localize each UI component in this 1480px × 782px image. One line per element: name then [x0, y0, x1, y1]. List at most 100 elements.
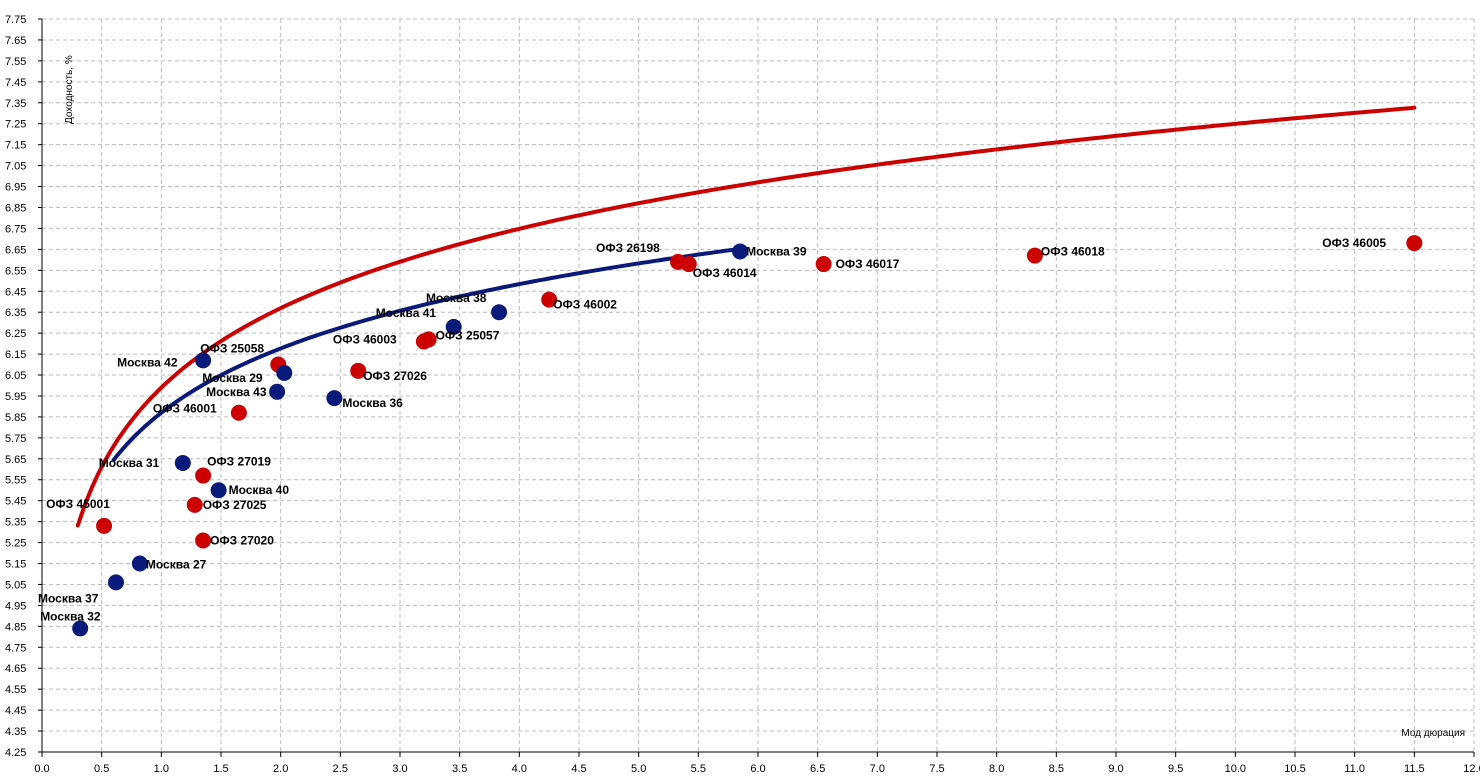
y-tick-label: 4.95	[5, 600, 26, 612]
point-label: ОФЗ 46002	[553, 298, 617, 312]
point-label: ОФЗ 46014	[693, 266, 757, 280]
y-tick-label: 7.75	[5, 14, 26, 26]
y-tick-label: 4.65	[5, 663, 26, 675]
y-tick-label: 6.55	[5, 265, 26, 277]
point-label: Москва 40	[229, 483, 290, 497]
x-tick-label: 2.0	[273, 763, 288, 775]
data-point	[96, 517, 113, 534]
y-tick-label: 6.25	[5, 328, 26, 340]
y-tick-label: 5.45	[5, 496, 26, 508]
y-tick-labels: 4.25 4.35 4.45 4.55 4.65 4.75 4.85 4.95 5.05 5.15…	[5, 14, 26, 759]
y-tick-label: 7.55	[5, 56, 26, 68]
y-tick-label: 6.05	[5, 370, 26, 382]
point-labels: ОФЗ 45001 ОФЗ 27020 ОФЗ 27025 ОФЗ 27019 ОФЗ …	[38, 236, 1386, 623]
x-tick-label: 8.0	[989, 763, 1004, 775]
data-point	[680, 256, 697, 273]
y-tick-label: 6.75	[5, 223, 26, 235]
x-tick-label: 10.0	[1225, 763, 1246, 775]
x-tick-label: 0.5	[94, 763, 109, 775]
data-point	[269, 383, 286, 400]
y-tick-label: 5.35	[5, 517, 26, 529]
data-point	[350, 362, 367, 379]
point-label: Москва 32	[40, 609, 101, 623]
point-label: Москва 37	[38, 591, 99, 605]
point-label: ОФЗ 27020	[210, 534, 274, 548]
x-tick-label: 4.5	[571, 763, 586, 775]
y-tick-label: 7.25	[5, 119, 26, 131]
y-tick-label: 5.65	[5, 454, 26, 466]
x-tick-labels: 0.0 0.5 1.0 1.5 2.0 2.5 3.0 3.5 4.0 4.5 5.0 5.5 6.0 6…	[34, 763, 1480, 775]
data-point	[276, 364, 293, 381]
point-label: Москва 42	[117, 355, 178, 369]
data-point	[72, 620, 89, 637]
y-tick-label: 4.45	[5, 705, 26, 717]
y-tick-label: 6.15	[5, 349, 26, 361]
data-point	[491, 304, 508, 321]
point-label: Москва 43	[206, 385, 267, 399]
data-point	[732, 243, 749, 260]
data-point	[186, 496, 203, 513]
x-tick-label: 9.5	[1168, 763, 1183, 775]
y-tick-label: 4.25	[5, 747, 26, 759]
data-point	[326, 390, 343, 407]
point-label: ОФЗ 46003	[333, 333, 397, 347]
x-tick-label: 3.5	[452, 763, 467, 775]
y-tick-label: 7.05	[5, 161, 26, 173]
y-tick-label: 7.45	[5, 77, 26, 89]
point-label: Москва 39	[746, 245, 807, 259]
x-tick-label: 11.0	[1344, 763, 1365, 775]
data-point	[541, 291, 558, 308]
data-point	[195, 467, 212, 484]
x-tick-label: 6.5	[810, 763, 825, 775]
point-label: ОФЗ 27025	[203, 498, 267, 512]
y-axis-title: Доходность, %	[64, 55, 75, 124]
point-label: ОФЗ 46001	[153, 402, 217, 416]
trend-curve-2	[111, 246, 743, 463]
point-label: ОФЗ 45001	[46, 497, 110, 511]
x-tick-label: 7.0	[870, 763, 885, 775]
data-point	[420, 331, 437, 348]
y-tick-label: 4.55	[5, 684, 26, 696]
trend-curve-1	[75, 105, 1417, 528]
grid	[42, 18, 1475, 752]
y-tick-label: 7.35	[5, 98, 26, 110]
point-label: ОФЗ 46017	[836, 257, 900, 271]
point-label: Москва 29	[202, 371, 263, 385]
y-tick-label: 6.65	[5, 244, 26, 256]
y-tick-label: 5.75	[5, 433, 26, 445]
axes	[38, 18, 1475, 757]
data-point	[131, 555, 148, 572]
point-label: ОФЗ 27019	[207, 455, 271, 469]
point-label: Москва 38	[426, 291, 487, 305]
point-label: Москва 36	[342, 396, 403, 410]
x-tick-label: 8.5	[1049, 763, 1064, 775]
y-tick-label: 5.25	[5, 538, 26, 550]
y-tick-label: 4.75	[5, 642, 26, 654]
data-point	[1026, 247, 1043, 264]
x-tick-label: 4.0	[512, 763, 527, 775]
y-tick-label: 6.35	[5, 307, 26, 319]
data-point	[107, 574, 124, 591]
point-label: Москва 41	[376, 306, 437, 320]
point-label: Москва 27	[146, 558, 207, 572]
data-point	[210, 482, 227, 499]
y-tick-label: 6.95	[5, 182, 26, 194]
data-point	[195, 532, 212, 549]
x-tick-label: 1.5	[213, 763, 228, 775]
data-point	[1406, 235, 1423, 252]
y-tick-label: 5.15	[5, 559, 26, 571]
y-tick-label: 4.85	[5, 621, 26, 633]
point-label: ОФЗ 25058	[200, 342, 264, 356]
x-tick-label: 7.5	[929, 763, 944, 775]
y-tick-label: 4.35	[5, 726, 26, 738]
x-tick-label: 9.0	[1108, 763, 1123, 775]
point-label: ОФЗ 27026	[363, 369, 427, 383]
y-tick-label: 5.05	[5, 579, 26, 591]
point-label: ОФЗ 46018	[1041, 245, 1105, 259]
x-tick-label: 2.5	[333, 763, 348, 775]
y-tick-label: 5.55	[5, 475, 26, 487]
point-label: ОФЗ 26198	[596, 241, 660, 255]
x-tick-label: 10.5	[1284, 763, 1305, 775]
trend-curves	[75, 105, 1417, 528]
